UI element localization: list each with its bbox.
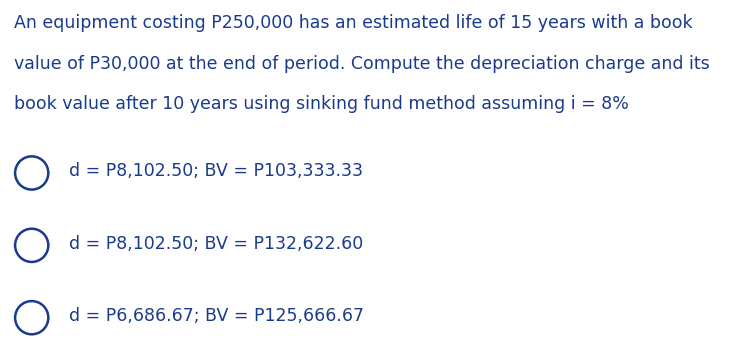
Text: d = P8,102.50; BV = P132,622.60: d = P8,102.50; BV = P132,622.60: [69, 235, 364, 252]
Text: d = P6,686.67; BV = P125,666.67: d = P6,686.67; BV = P125,666.67: [69, 307, 365, 325]
Text: value of P30,000 at the end of period. Compute the depreciation charge and its: value of P30,000 at the end of period. C…: [14, 55, 710, 73]
Text: book value after 10 years using sinking fund method assuming i = 8%: book value after 10 years using sinking …: [14, 95, 628, 113]
Text: An equipment costing P250,000 has an estimated life of 15 years with a book: An equipment costing P250,000 has an est…: [14, 14, 692, 32]
Text: d = P8,102.50; BV = P103,333.33: d = P8,102.50; BV = P103,333.33: [69, 162, 363, 180]
